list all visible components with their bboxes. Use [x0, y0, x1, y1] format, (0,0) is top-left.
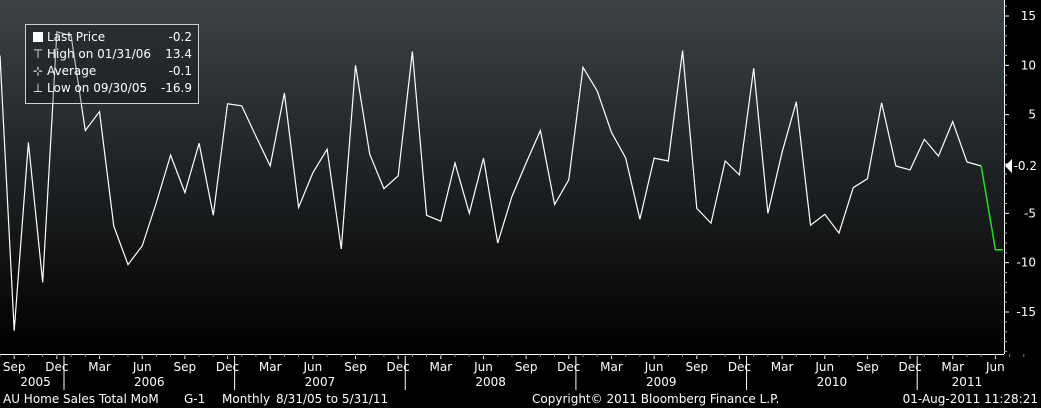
x-tick-label: Jun [132, 360, 152, 374]
y-tick-label: -10 [1016, 256, 1036, 270]
y-tick-label: 5 [1028, 108, 1036, 122]
legend-last-price-label: Last Price [47, 30, 106, 44]
projection-line [980, 165, 1003, 251]
legend-low-value: -16.9 [160, 81, 192, 95]
legend-average: ⊹ Average -0.1 [32, 63, 192, 79]
x-tick-label: Jun [473, 360, 493, 374]
legend: Last Price -0.2 ⊤ High on 01/31/06 13.4 … [25, 24, 199, 104]
legend-high-value: 13.4 [165, 47, 192, 61]
x-tick-label: Dec [387, 360, 410, 374]
legend-low-label: Low on 09/30/05 [47, 81, 148, 95]
year-label: 2009 [646, 375, 677, 389]
x-tick-label: Sep [344, 360, 367, 374]
legend-average-value: -0.1 [168, 64, 192, 78]
x-tick-label: Sep [174, 360, 197, 374]
x-tick-label: Jun [644, 360, 664, 374]
footer-bar: AU Home Sales Total MoM G-1 Monthly 8/31… [0, 390, 1041, 408]
year-label: 2007 [305, 375, 336, 389]
x-tick-label: Dec [557, 360, 580, 374]
x-tick-label: Dec [45, 360, 68, 374]
x-axis-ticks: Sep Dec Mar Jun Sep Dec Mar Jun Sep Dec Mar Jun Sep D… [0, 354, 1025, 374]
series-line [0, 31, 982, 331]
footer-timestamp: 01-Aug-2011 11:28:21 [902, 392, 1038, 406]
y-tick-label: 10 [1021, 58, 1036, 72]
x-tick-label: Jun [302, 360, 322, 374]
x-tick-label: Mar [429, 360, 452, 374]
year-label: 2011 [952, 375, 983, 389]
x-tick-label: Dec [216, 360, 239, 374]
legend-high: ⊤ High on 01/31/06 13.4 [32, 46, 192, 62]
legend-average-label: Average [47, 64, 97, 78]
year-label: 2008 [475, 375, 506, 389]
year-label: 2006 [134, 375, 165, 389]
x-tick-label: Dec [898, 360, 921, 374]
y-tick-label: 15 [1021, 9, 1036, 23]
last-value-arrow [1005, 158, 1012, 173]
year-labels: 2005 2006 2007 2008 2009 2010 2011 [20, 356, 982, 390]
last-value-box [1012, 157, 1038, 174]
x-tick-label: Mar [259, 360, 282, 374]
year-label: 2005 [20, 375, 51, 389]
low-marker-icon: ⊥ [32, 81, 44, 95]
legend-last-price: Last Price -0.2 [32, 29, 192, 45]
y-tick-label: -5 [1024, 206, 1036, 220]
year-label: 2010 [817, 375, 848, 389]
footer-range: 8/31/05 to 5/31/11 [276, 392, 389, 406]
x-tick-label: Sep [856, 360, 879, 374]
x-tick-label: Sep [3, 360, 26, 374]
x-tick-label: Jun [985, 360, 1005, 374]
x-tick-label: Mar [771, 360, 794, 374]
high-marker-icon: ⊤ [32, 47, 44, 61]
last-value-marker: -0.2 [1005, 157, 1038, 174]
legend-last-price-value: -0.2 [168, 30, 192, 44]
filled-square-icon [32, 29, 44, 45]
x-tick-label: Mar [600, 360, 623, 374]
x-tick-label: Dec [728, 360, 751, 374]
legend-high-label: High on 01/31/06 [47, 47, 152, 61]
last-value-label: -0.2 [1014, 159, 1037, 173]
y-axis-ticks: -15-10-5051015 [1004, 5, 1036, 352]
x-tick-label: Sep [515, 360, 538, 374]
average-marker-icon: ⊹ [32, 64, 44, 78]
footer-copyright: Copyright© 2011 Bloomberg Finance L.P. [532, 392, 780, 406]
legend-low: ⊥ Low on 09/30/05 -16.9 [32, 80, 192, 96]
footer-period: Monthly [222, 392, 271, 406]
x-tick-label: Jun [814, 360, 834, 374]
x-tick-label: Sep [685, 360, 708, 374]
x-tick-label: Mar [941, 360, 964, 374]
footer-security: AU Home Sales Total MoM [3, 392, 159, 406]
footer-graph: G-1 [184, 392, 206, 406]
y-tick-label: -15 [1016, 305, 1036, 319]
plot-background [0, 0, 1004, 354]
x-tick-label: Mar [88, 360, 111, 374]
